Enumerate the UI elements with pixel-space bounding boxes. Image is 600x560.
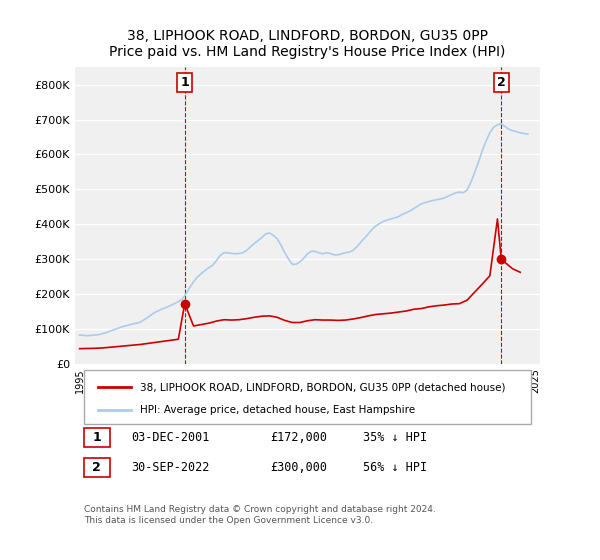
Text: 1: 1 — [92, 431, 101, 444]
FancyBboxPatch shape — [84, 370, 531, 424]
Text: Contains HM Land Registry data © Crown copyright and database right 2024.
This d: Contains HM Land Registry data © Crown c… — [84, 505, 436, 525]
Text: 2: 2 — [92, 461, 101, 474]
Text: 30-SEP-2022: 30-SEP-2022 — [131, 461, 209, 474]
Text: £300,000: £300,000 — [270, 461, 328, 474]
Title: 38, LIPHOOK ROAD, LINDFORD, BORDON, GU35 0PP
Price paid vs. HM Land Registry's H: 38, LIPHOOK ROAD, LINDFORD, BORDON, GU35… — [109, 29, 506, 59]
Text: 35% ↓ HPI: 35% ↓ HPI — [364, 431, 427, 444]
Text: 03-DEC-2001: 03-DEC-2001 — [131, 431, 209, 444]
Text: 2: 2 — [497, 76, 506, 89]
FancyBboxPatch shape — [84, 428, 110, 447]
Text: 56% ↓ HPI: 56% ↓ HPI — [364, 461, 427, 474]
Text: HPI: Average price, detached house, East Hampshire: HPI: Average price, detached house, East… — [140, 405, 415, 415]
Text: £172,000: £172,000 — [270, 431, 328, 444]
Text: 38, LIPHOOK ROAD, LINDFORD, BORDON, GU35 0PP (detached house): 38, LIPHOOK ROAD, LINDFORD, BORDON, GU35… — [140, 382, 506, 392]
Text: 1: 1 — [181, 76, 189, 89]
FancyBboxPatch shape — [84, 458, 110, 477]
